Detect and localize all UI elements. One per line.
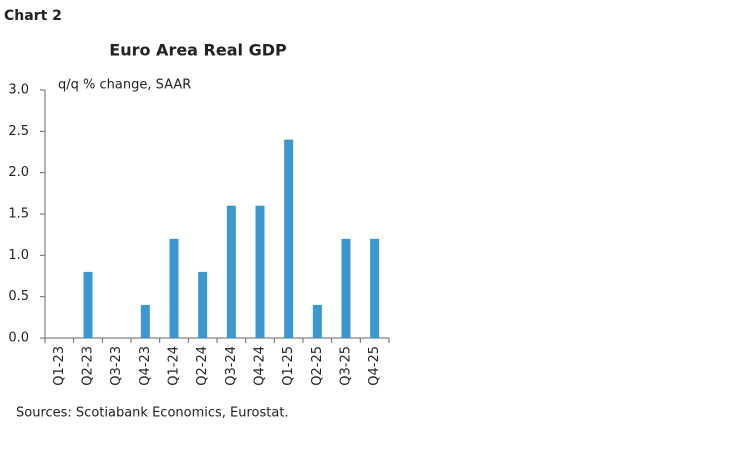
bar <box>198 271 208 338</box>
bar <box>140 304 150 338</box>
y-tick-label: 1.5 <box>8 207 29 222</box>
y-tick-label: 1.0 <box>8 248 29 263</box>
bar <box>83 271 93 338</box>
x-tick-label: Q4-24 <box>253 346 268 386</box>
bar <box>312 304 322 338</box>
y-axis-label: q/q % change, SAAR <box>58 78 191 93</box>
x-tick-label: Q1-23 <box>52 346 67 386</box>
bar <box>255 205 265 338</box>
y-tick-label: 0.0 <box>8 331 29 346</box>
x-tick-label: Q3-24 <box>224 346 239 386</box>
chart-title: Euro Area Real GDP <box>109 41 287 60</box>
bar <box>370 238 380 338</box>
x-tick-label: Q3-25 <box>339 346 354 386</box>
bar <box>341 238 351 338</box>
x-tick-label: Q4-23 <box>138 346 153 386</box>
x-tick-label: Q2-25 <box>310 346 325 386</box>
bar <box>284 139 294 338</box>
x-tick-label: Q1-25 <box>281 346 296 386</box>
y-tick-label: 0.5 <box>8 289 29 304</box>
bar <box>169 238 179 338</box>
source-note: Sources: Scotiabank Economics, Eurostat. <box>16 406 289 421</box>
y-tick-label: 2.0 <box>8 165 29 180</box>
chart-tag: Chart 2 <box>4 8 62 24</box>
x-tick-label: Q4-25 <box>367 346 382 386</box>
bar <box>226 205 236 338</box>
y-tick-label: 3.0 <box>8 83 29 98</box>
x-tick-label: Q2-23 <box>81 346 96 386</box>
x-tick-label: Q3-23 <box>109 346 124 386</box>
x-tick-label: Q1-24 <box>167 346 182 386</box>
y-tick-label: 2.5 <box>8 124 29 139</box>
x-tick-label: Q2-24 <box>195 346 210 386</box>
